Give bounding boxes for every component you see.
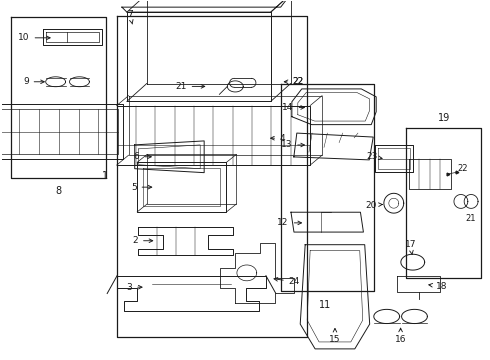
Text: 14: 14	[282, 103, 304, 112]
Text: 18: 18	[429, 282, 447, 291]
Text: 3: 3	[126, 283, 142, 292]
Text: 9: 9	[23, 77, 44, 86]
Text: 19: 19	[438, 113, 450, 123]
Text: 23: 23	[367, 152, 382, 161]
Text: 1: 1	[102, 171, 108, 181]
Text: 22: 22	[293, 77, 304, 86]
Text: 4: 4	[270, 134, 286, 143]
Text: 15: 15	[329, 328, 341, 345]
Text: 16: 16	[395, 328, 406, 345]
Text: 17: 17	[405, 240, 416, 255]
Text: 8: 8	[56, 186, 62, 197]
Text: 13: 13	[281, 140, 304, 149]
Text: 10: 10	[18, 33, 50, 42]
Text: 12: 12	[277, 219, 301, 228]
Text: 22: 22	[458, 164, 468, 173]
Text: 11: 11	[319, 300, 331, 310]
Text: 21: 21	[466, 214, 476, 223]
Text: 21: 21	[175, 82, 205, 91]
Text: 6: 6	[134, 152, 151, 161]
Text: 2: 2	[132, 236, 153, 245]
Text: 22: 22	[284, 77, 304, 86]
Text: 7: 7	[127, 9, 133, 24]
Text: 24: 24	[274, 277, 300, 286]
Text: 20: 20	[365, 201, 382, 210]
Text: 5: 5	[131, 183, 152, 192]
